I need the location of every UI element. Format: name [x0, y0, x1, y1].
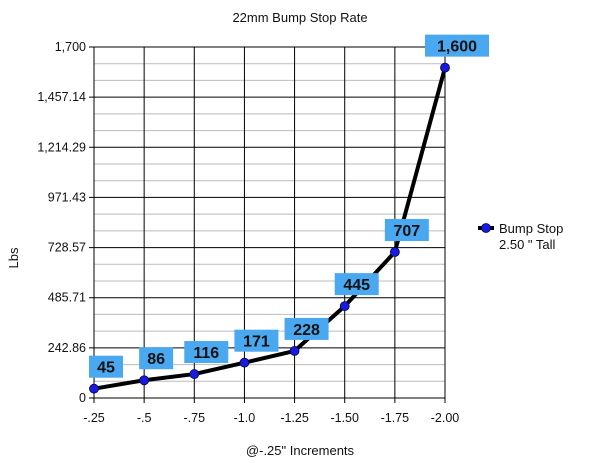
data-point [389, 247, 400, 257]
x-tick-label: -2.00 [431, 411, 460, 425]
data-point [289, 346, 300, 356]
data-label-box [234, 329, 279, 352]
data-point [239, 357, 250, 368]
data-label-group: 86 [139, 347, 174, 370]
x-tick-label: -.75 [184, 411, 206, 425]
x-tick-label: -1.50 [330, 411, 359, 425]
data-label-box [384, 219, 429, 242]
data-label-box [139, 347, 174, 370]
legend-marker [481, 223, 491, 233]
data-label: 171 [243, 334, 270, 351]
plot-area [93, 46, 446, 399]
series-line [93, 67, 447, 391]
data-point [339, 301, 350, 312]
data-label-box [425, 34, 489, 57]
data-label: 445 [343, 277, 370, 294]
data-label: 116 [193, 345, 219, 362]
data-label-group: 45 [89, 355, 123, 378]
data-label-box [334, 273, 379, 296]
y-tick-label: 0 [79, 391, 86, 405]
y-axis-ticks: 0 242.86 485.71 728.57 971.43 1,214.29 1,457.1… [37, 40, 86, 405]
x-tick-label: -1.25 [280, 411, 309, 425]
data-point [189, 369, 200, 379]
data-label-box [284, 317, 329, 340]
legend-label: Bump Stop [499, 221, 563, 236]
data-label-box [89, 355, 123, 378]
data-label: 86 [147, 351, 165, 368]
minor-gridlines [94, 63, 445, 382]
y-tick-label: 1,700 [55, 40, 86, 54]
data-label-group: 228 [284, 317, 329, 340]
legend-label: 2.50 " Tall [499, 237, 556, 252]
x-axis-ticks: -.25 -.5 -.75 -1.0 -1.25 -1.50 -1.75 -2.00 [83, 411, 459, 425]
data-label-group: 1,600 [425, 34, 489, 57]
y-tick-label: 242.86 [48, 341, 86, 355]
y-tick-label: 728.57 [48, 241, 86, 255]
x-tick-label: -1.75 [381, 411, 410, 425]
chart-title: 22mm Bump Stop Rate [232, 10, 367, 25]
y-tick-label: 1,214.29 [37, 140, 86, 154]
data-label-group: 171 [234, 329, 279, 352]
data-label-group: 445 [334, 273, 379, 296]
data-label-box [184, 341, 229, 364]
data-point [89, 383, 99, 394]
x-axis-label: @-.25" Increments [246, 443, 355, 458]
x-tick-label: -.5 [137, 411, 152, 425]
data-labels: 45 86 116 171 228 445 707 1,600 [89, 34, 489, 378]
data-point [139, 375, 150, 386]
x-tick-label: -1.0 [234, 411, 256, 425]
series-layer [89, 62, 450, 394]
data-label-group: 116 [184, 341, 229, 364]
x-tick-label: -.25 [83, 411, 105, 425]
data-label-group: 707 [384, 219, 429, 242]
data-point [440, 62, 450, 73]
y-tick-label: 485.71 [48, 291, 86, 305]
data-label: 1,600 [437, 39, 477, 56]
y-axis-label: Lbs [6, 247, 21, 268]
y-tick-label: 1,457.14 [37, 90, 86, 104]
y-tick-label: 971.43 [48, 190, 86, 204]
data-label: 45 [97, 360, 115, 377]
data-label: 707 [394, 223, 421, 240]
data-label: 228 [293, 322, 320, 339]
